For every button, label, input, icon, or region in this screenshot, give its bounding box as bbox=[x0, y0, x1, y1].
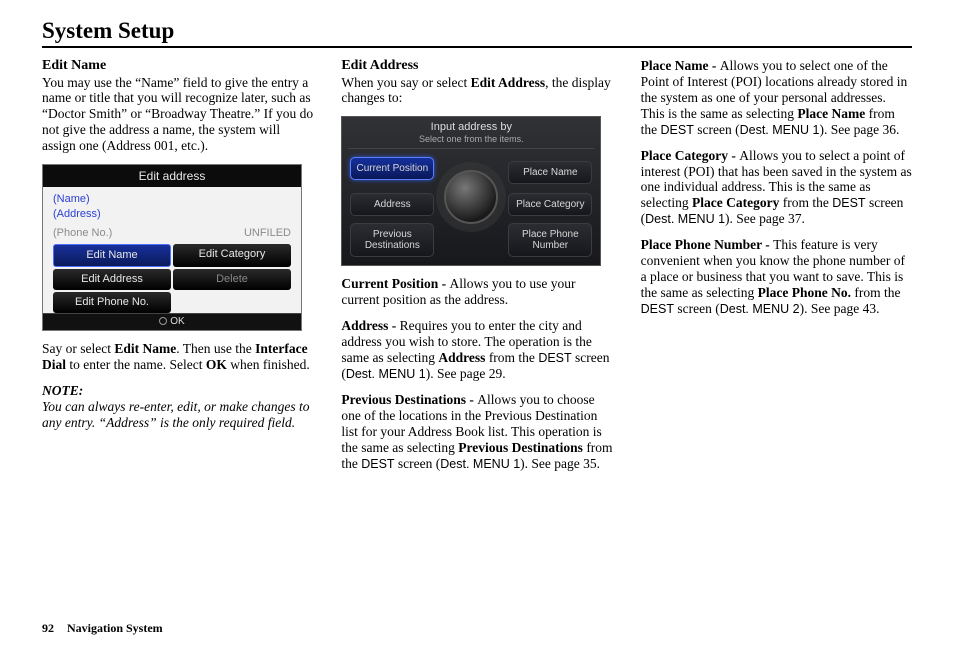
edit-name-instruction: Say or select Edit Name. Then use the In… bbox=[42, 341, 313, 373]
ss2-title: Input address by bbox=[342, 117, 600, 134]
footer-label: Navigation System bbox=[67, 621, 163, 635]
ss1-btn-edit-address[interactable]: Edit Address bbox=[53, 269, 171, 290]
ss1-btn-edit-phone[interactable]: Edit Phone No. bbox=[53, 292, 171, 313]
edit-address-screenshot: Edit address (Name) (Address) (Phone No.… bbox=[42, 164, 302, 331]
ss1-btn-delete[interactable]: Delete bbox=[173, 269, 291, 290]
ss1-ok-bar[interactable]: OK bbox=[43, 313, 301, 330]
ss1-phone-value: UNFILED bbox=[244, 227, 291, 240]
column-1: Edit Name You may use the “Name” field t… bbox=[42, 58, 313, 482]
edit-name-heading: Edit Name bbox=[42, 58, 313, 75]
ss1-address-field: (Address) bbox=[53, 208, 291, 221]
address-desc: Address - Requires you to enter the city… bbox=[341, 318, 612, 382]
note-label: NOTE: bbox=[42, 383, 83, 398]
page-footer: 92 Navigation System bbox=[42, 621, 163, 636]
ss1-title: Edit address bbox=[43, 165, 301, 187]
ss2-btn-place-name[interactable]: Place Name bbox=[508, 161, 592, 184]
input-address-screenshot: Input address by Select one from the ite… bbox=[341, 116, 601, 266]
place-phone-desc: Place Phone Number - This feature is ver… bbox=[641, 237, 912, 317]
content-columns: Edit Name You may use the “Name” field t… bbox=[42, 58, 912, 482]
ss1-ok-label: OK bbox=[170, 316, 184, 327]
place-name-desc: Place Name - Allows you to select one of… bbox=[641, 58, 912, 138]
edit-address-intro: When you say or select Edit Address, the… bbox=[341, 75, 612, 107]
place-category-desc: Place Category - Allows you to select a … bbox=[641, 148, 912, 228]
ss1-phone-row: (Phone No.) UNFILED bbox=[53, 227, 291, 240]
ss2-dial-icon bbox=[444, 170, 498, 224]
ss2-btn-address[interactable]: Address bbox=[350, 193, 434, 216]
page-title: System Setup bbox=[42, 18, 912, 48]
ss2-btn-current-position[interactable]: Current Position bbox=[350, 157, 434, 180]
previous-destinations-desc: Previous Destinations - Allows you to ch… bbox=[341, 392, 612, 472]
edit-address-heading: Edit Address bbox=[341, 58, 612, 75]
ss2-btn-previous-destinations[interactable]: Previous Destinations bbox=[350, 223, 434, 257]
ss2-subtitle: Select one from the items. bbox=[348, 134, 594, 149]
page-number: 92 bbox=[42, 621, 54, 635]
ss1-name-field: (Name) bbox=[53, 193, 291, 206]
ss1-btn-edit-category[interactable]: Edit Category bbox=[173, 244, 291, 267]
ss1-btn-edit-name[interactable]: Edit Name bbox=[53, 244, 171, 267]
column-2: Edit Address When you say or select Edit… bbox=[341, 58, 612, 482]
column-3: Place Name - Allows you to select one of… bbox=[641, 58, 912, 482]
note-body: You can always re-enter, edit, or make c… bbox=[42, 399, 309, 430]
ss2-btn-place-phone-number[interactable]: Place Phone Number bbox=[508, 223, 592, 257]
note: NOTE: You can always re-enter, edit, or … bbox=[42, 383, 313, 431]
current-position-desc: Current Position - Allows you to use you… bbox=[341, 276, 612, 308]
ss1-phone-label: (Phone No.) bbox=[53, 227, 112, 240]
edit-name-intro: You may use the “Name” field to give the… bbox=[42, 75, 313, 155]
ss2-btn-place-category[interactable]: Place Category bbox=[508, 193, 592, 216]
